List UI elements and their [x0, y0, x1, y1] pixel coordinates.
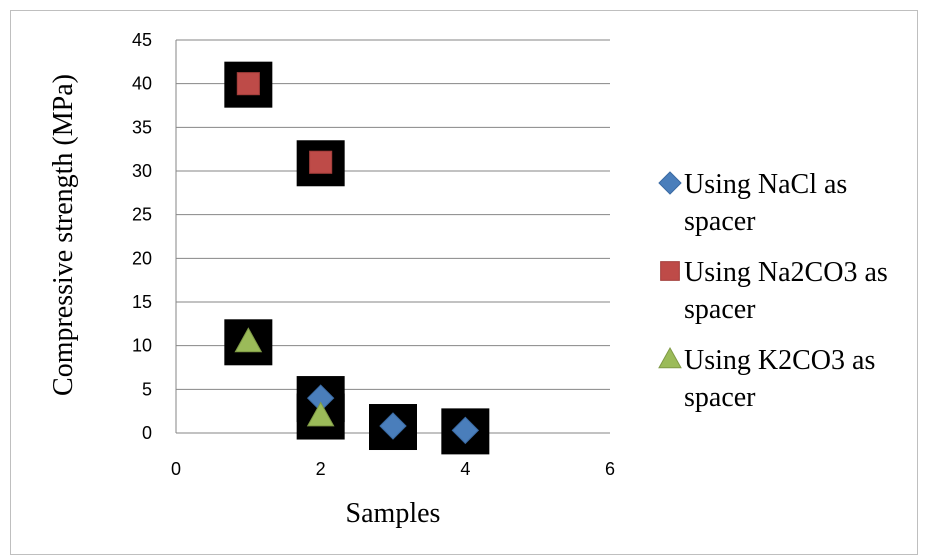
legend-label: Using NaCl as: [684, 169, 847, 200]
chart-frame: [10, 10, 918, 555]
diamond-data-point: [379, 412, 407, 440]
legend-label: Using K2CO3 as: [684, 345, 875, 376]
triangle-data-point: [234, 327, 263, 353]
legend-label: Using Na2CO3 as: [684, 257, 888, 288]
y-tick-label: 25: [132, 205, 152, 225]
x-tick-label: 6: [605, 459, 615, 479]
y-tick-label: 40: [132, 74, 152, 94]
x-tick-label: 2: [316, 459, 326, 479]
x-axis-ticks: 0 2 4 6: [171, 459, 615, 479]
legend: Using NaCl as spacer Using Na2CO3 as spacer…: [658, 169, 888, 413]
legend-square-icon: [660, 261, 680, 281]
y-tick-label: 5: [142, 379, 152, 399]
triangle-data-point: [306, 401, 335, 427]
legend-label: spacer: [684, 382, 756, 413]
legend-diamond-icon: [658, 171, 682, 195]
x-tick-label: 4: [460, 459, 470, 479]
y-tick-label: 0: [142, 423, 152, 443]
y-tick-label: 20: [132, 248, 152, 268]
y-tick-label: 10: [132, 336, 152, 356]
y-tick-label: 30: [132, 161, 152, 181]
data-points: [224, 61, 490, 455]
y-tick-label: 45: [132, 30, 152, 50]
y-tick-label: 15: [132, 292, 152, 312]
diamond-data-point: [451, 416, 480, 445]
y-axis-ticks: 0 5 10 15 20 25 30 35 40 45: [132, 30, 152, 443]
y-tick-label: 35: [132, 117, 152, 137]
square-data-point: [309, 150, 333, 174]
y-axis-title: Compressive strength (MPa): [48, 74, 79, 396]
legend-label: spacer: [684, 294, 756, 325]
square-data-point: [236, 72, 260, 96]
x-tick-label: 0: [171, 459, 181, 479]
legend-label: spacer: [684, 206, 756, 237]
x-axis-title: Samples: [346, 498, 441, 529]
legend-triangle-icon: [658, 346, 682, 369]
